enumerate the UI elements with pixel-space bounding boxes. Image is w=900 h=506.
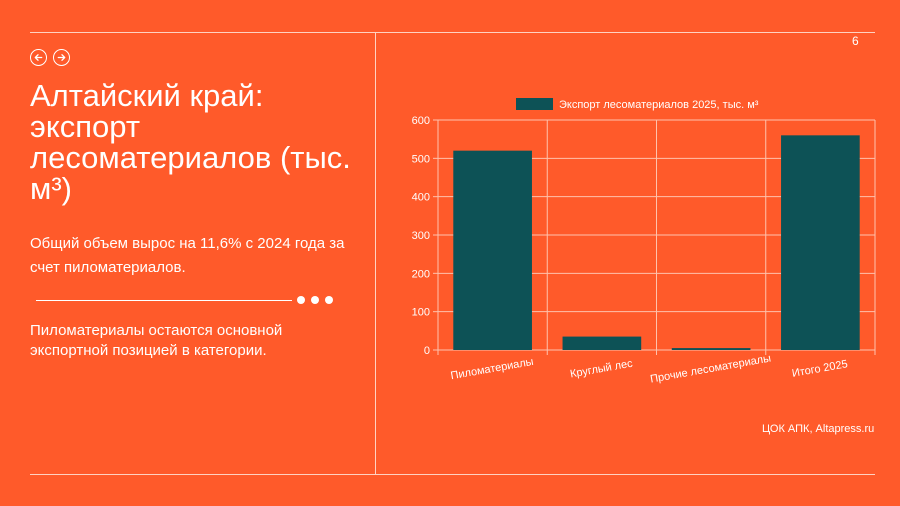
bar-3 — [672, 348, 751, 350]
y-tick-label: 100 — [412, 307, 430, 319]
arrow-left-icon[interactable] — [30, 49, 47, 66]
slide-nav — [30, 49, 70, 66]
note-text: Пиломатериалы остаются основной экспортн… — [30, 321, 350, 361]
bar-4 — [781, 135, 860, 350]
x-tick-label: Прочие лесоматериалы — [649, 352, 772, 385]
column-divider — [375, 32, 376, 474]
chart-legend: Экспорт лесоматериалов 2025, тыс. м³ — [516, 98, 759, 111]
page-number: 6 — [852, 34, 859, 48]
arrow-right-icon[interactable] — [53, 49, 70, 66]
bar-2 — [563, 337, 642, 350]
y-tick-label: 500 — [412, 153, 430, 165]
summary-text: Общий объем вырос на 11,6% с 2024 года з… — [30, 232, 350, 280]
y-tick-label: 400 — [412, 192, 430, 204]
y-axis-labels: 0 100 200 300 400 500 600 — [412, 115, 430, 357]
slide-title: Алтайский край: экспорт лесоматериалов (… — [30, 80, 360, 204]
bar-1 — [453, 151, 532, 350]
x-tick-label: Итого 2025 — [791, 358, 849, 380]
y-tick-label: 200 — [412, 268, 430, 280]
source-caption: ЦОК АПК, Altapress.ru — [762, 423, 874, 435]
x-tick-label: Круглый лес — [569, 358, 634, 381]
legend-swatch — [516, 98, 553, 110]
divider-line — [36, 300, 292, 301]
ellipsis-icon — [297, 296, 333, 304]
y-tick-label: 0 — [424, 345, 430, 357]
top-rule — [30, 32, 875, 33]
legend-label: Экспорт лесоматериалов 2025, тыс. м³ — [559, 99, 759, 111]
bottom-rule — [30, 474, 875, 475]
x-axis-labels: Пиломатериалы Круглый лес Прочие лесоматер… — [450, 352, 849, 385]
y-tick-label: 300 — [412, 230, 430, 242]
export-bar-chart: 0 100 200 300 400 500 600 Пиломатериалы Круглый… — [380, 90, 880, 400]
x-tick-label: Пиломатериалы — [450, 356, 535, 382]
y-tick-label: 600 — [412, 115, 430, 127]
